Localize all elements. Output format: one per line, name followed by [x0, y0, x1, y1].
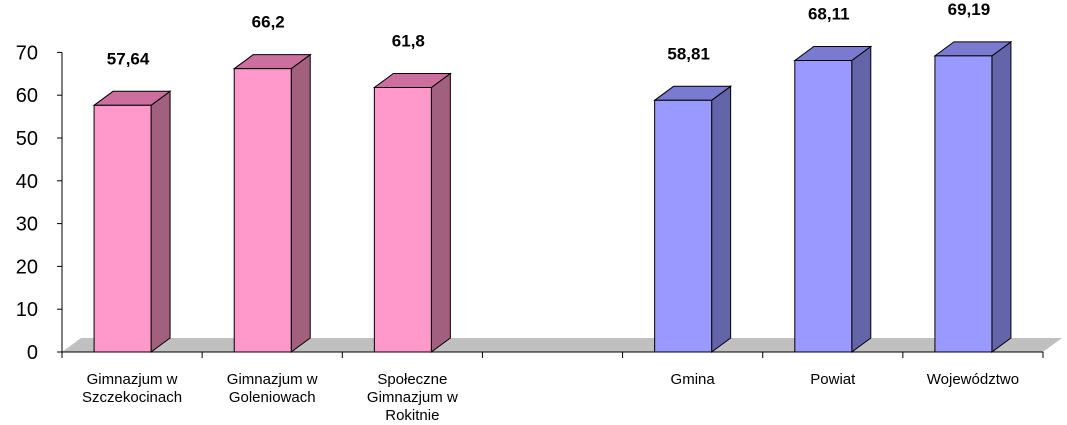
bar-front [373, 86, 432, 353]
x-category-label: Szczekocinach [82, 389, 182, 406]
x-category-label: Gimnazjum w [87, 371, 178, 388]
x-category-label: Województwo [927, 371, 1019, 388]
bar [92, 90, 172, 353]
data-labels: 57,64 66,2 61,8 58,81 68,11 69,19 [107, 0, 990, 68]
bar-side [290, 53, 311, 353]
bar-side [711, 85, 732, 353]
y-tick-label: 30 [16, 214, 38, 236]
y-axis-ticks: 0 10 20 30 40 50 60 70 [16, 42, 62, 364]
bar [372, 72, 452, 353]
y-tick-label: 40 [16, 171, 38, 193]
x-category-label: Społeczne [377, 371, 447, 388]
x-category-label: Gimnazjum w [227, 371, 318, 388]
bar [653, 85, 733, 353]
data-label: 69,19 [948, 0, 991, 19]
bar [232, 53, 312, 353]
y-tick-label: 0 [27, 342, 38, 364]
data-label: 58,81 [667, 44, 710, 63]
y-tick-label: 50 [16, 128, 38, 150]
x-category-label: Powiat [810, 371, 856, 388]
bar-front [654, 99, 713, 353]
data-label: 68,11 [808, 4, 850, 23]
x-axis-ticks [61, 352, 1044, 358]
x-category-label: Gmina [671, 371, 716, 388]
y-tick-label: 70 [16, 42, 38, 64]
y-tick-label: 60 [16, 85, 38, 107]
bar-side [150, 90, 171, 353]
bar-front [233, 68, 292, 353]
y-tick-label: 10 [16, 299, 38, 321]
data-label: 57,64 [107, 49, 150, 68]
bars [92, 40, 1013, 353]
x-category-label: Rokitnie [385, 407, 439, 424]
chart-floor [62, 338, 1062, 352]
x-category-label: Gimnazjum w [367, 389, 458, 406]
bar [933, 40, 1013, 353]
bar-front [934, 55, 993, 353]
x-category-label: Goleniowach [229, 389, 316, 406]
y-tick-label: 20 [16, 256, 38, 278]
data-label: 66,2 [252, 13, 285, 32]
bar-side [991, 40, 1012, 353]
bar-side [430, 72, 451, 353]
bar [793, 45, 873, 353]
bar-front [794, 59, 853, 353]
data-label: 61,8 [392, 31, 425, 50]
bar-front [93, 104, 152, 353]
bar-side [851, 45, 872, 353]
